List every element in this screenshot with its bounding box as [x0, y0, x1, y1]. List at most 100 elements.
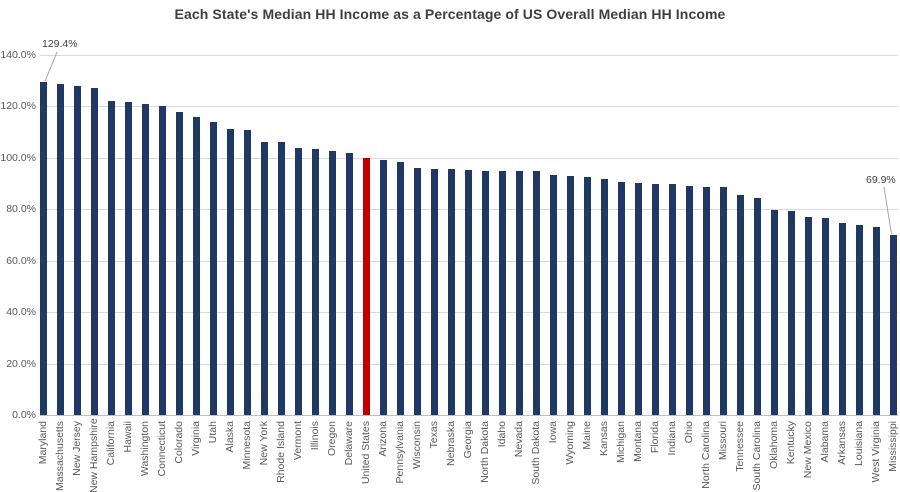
y-axis-tick-label: 140.0%: [0, 49, 36, 61]
x-axis-label: Kentucky: [784, 421, 797, 465]
bar: [583, 176, 591, 415]
x-axis-label: Minnesota: [240, 421, 253, 470]
x-axis-label: Indiana: [665, 421, 678, 456]
bar: [108, 101, 115, 415]
bar: [74, 86, 81, 415]
x-axis-label: New York: [257, 421, 270, 466]
bar: [821, 218, 829, 415]
x-axis-label: Michigan: [614, 421, 627, 464]
x-axis-label: Idaho: [495, 421, 508, 448]
x-axis-label: Texas: [427, 421, 440, 449]
bar: [277, 142, 285, 415]
x-axis-label: Colorado: [172, 421, 185, 464]
x-axis-label: Wyoming: [563, 421, 576, 465]
bar-highlighted: [362, 157, 370, 415]
x-axis-label: Montana: [631, 421, 644, 462]
x-axis-label: South Carolina: [750, 421, 763, 491]
bar: [736, 195, 744, 415]
bar: [396, 161, 404, 415]
x-axis-label: Hawaii: [121, 421, 134, 453]
bar: [549, 174, 557, 415]
bar: [617, 181, 625, 415]
chart-title: Each State's Median HH Income as a Perce…: [174, 6, 726, 22]
leader-line-min: [883, 186, 892, 235]
bar: [430, 168, 438, 415]
x-axis-label: Utah: [206, 421, 219, 444]
x-axis-label: Delaware: [342, 421, 355, 466]
x-axis-label: Virginia: [189, 421, 202, 456]
bar: [668, 184, 676, 415]
bar: [753, 197, 761, 415]
bar: [328, 151, 336, 415]
x-axis-label: Tennessee: [733, 421, 746, 472]
bar: [311, 149, 319, 415]
x-axis-label: Nevada: [512, 421, 525, 458]
bar: [889, 235, 897, 415]
x-axis-label: Vermont: [291, 421, 304, 461]
bar: [702, 187, 710, 415]
x-axis-label: Wisconsin: [410, 421, 423, 469]
x-axis-label: Louisiana: [852, 421, 865, 466]
bar: [719, 187, 727, 415]
bar: [226, 128, 234, 415]
bar: [192, 116, 200, 415]
x-axis-label: South Dakota: [529, 421, 542, 485]
bar: [209, 122, 217, 415]
x-axis-label: Pennsylvania: [393, 421, 406, 484]
x-axis-label: Kansas: [597, 421, 610, 457]
x-axis-label: Mississippi: [886, 421, 899, 472]
x-axis-label: Rhode Island: [274, 421, 287, 483]
y-axis-tick-label: 80.0%: [6, 203, 36, 216]
x-axis-label: Nebraska: [444, 421, 457, 466]
bar: [566, 175, 574, 415]
bar: [40, 82, 47, 415]
bar: [804, 216, 812, 415]
x-axis-label: Massachusetts: [54, 421, 66, 492]
bar: [515, 171, 523, 415]
gridline: [40, 157, 898, 159]
bar: [651, 183, 659, 415]
bar: [498, 170, 506, 415]
x-axis-label: Washington: [138, 421, 151, 477]
x-axis-label: Illinois: [308, 421, 321, 451]
y-axis-tick-label: 100.0%: [0, 151, 36, 164]
y-axis-tick-label: 20.0%: [6, 357, 36, 370]
x-axis-line: [40, 415, 898, 416]
x-axis-label: Florida: [648, 421, 661, 454]
gridline: [40, 55, 898, 56]
x-axis-label: Arkansas: [835, 421, 848, 465]
bar: [600, 179, 608, 415]
bar: [91, 88, 98, 415]
bar: [855, 224, 863, 415]
bar: [634, 182, 642, 415]
bar: [447, 168, 455, 415]
x-axis-label: Iowa: [546, 421, 559, 444]
x-axis-label: New Jersey: [71, 421, 83, 476]
x-axis-label: United States: [359, 421, 372, 485]
x-axis-label: North Carolina: [699, 421, 712, 489]
bar: [158, 106, 166, 415]
leader-line-max: [44, 51, 58, 82]
x-axis-label: Oregon: [325, 421, 338, 457]
bar: [481, 170, 489, 415]
x-axis-label: Oklahoma: [767, 421, 780, 469]
bar: [464, 169, 472, 415]
x-axis-label: Alaska: [223, 421, 236, 453]
x-axis-label: Alabama: [818, 421, 831, 463]
x-axis-label: Maine: [580, 421, 593, 450]
bar: [685, 186, 693, 415]
bar: [838, 222, 846, 415]
x-axis-label: Ohio: [682, 421, 695, 444]
bar: [770, 209, 778, 415]
data-label-min: 69.9%: [866, 174, 896, 186]
bar: [379, 160, 387, 415]
x-axis-label: California: [105, 421, 117, 466]
bar: [294, 148, 302, 415]
y-axis-tick-label: 40.0%: [6, 306, 36, 319]
y-axis-tick-label: 120.0%: [0, 100, 36, 113]
bar: [260, 141, 268, 415]
bar: [413, 168, 421, 415]
x-axis-label: Connecticut: [155, 421, 168, 477]
bar: [141, 104, 149, 415]
